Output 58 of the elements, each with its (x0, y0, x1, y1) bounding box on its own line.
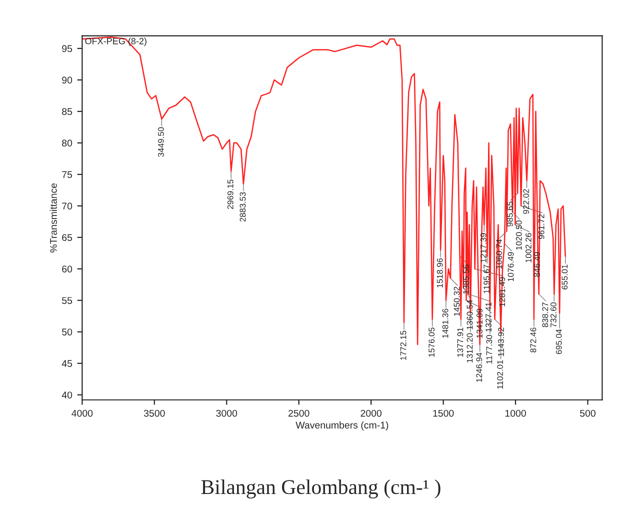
annotation: 655.01 (562, 264, 568, 290)
x-axis-title: Wavenumbers (cm-1) (296, 421, 388, 430)
y-tick-label: 90 (62, 76, 72, 84)
y-tick-label: 45 (62, 360, 72, 367)
annotation: 3449.50 (158, 127, 164, 157)
annotation: 1576.05 (428, 328, 435, 357)
y-tick-label: 95 (62, 45, 72, 52)
y-tick-label: 55 (62, 297, 72, 304)
annotation: 1102.01 (497, 360, 504, 389)
annotation: 872.46 (530, 328, 536, 352)
x-tick-label: 2000 (360, 410, 382, 417)
annotation: 1772.15 (400, 330, 406, 360)
annotation: 1360.54 (466, 300, 473, 330)
annotation: 2969.15 (227, 180, 234, 209)
annotation: 1341.09 (476, 308, 482, 338)
annotation: 1076.49 (508, 252, 514, 282)
annotation: 1195.67 (484, 264, 490, 294)
x-tick-label: 4000 (72, 410, 93, 417)
y-tick-label: 65 (62, 234, 72, 241)
annotation: 1217.39 (480, 233, 486, 262)
x-tick-label: 3000 (216, 410, 238, 417)
y-tick-label: 75 (62, 171, 72, 178)
annotation: 1481.36 (442, 308, 448, 338)
x-tick-label: 500 (580, 410, 596, 417)
annotation: 1327.41 (486, 302, 492, 332)
annotation: 1281.49 (499, 277, 506, 306)
x-tick-label: 1000 (505, 410, 526, 417)
annotation: 1002.26 (526, 233, 532, 262)
annotation: 2883.53 (240, 192, 246, 222)
annotation: 922.02 (523, 189, 530, 214)
x-tick-label: 1500 (433, 410, 454, 417)
annotation: 695.04 (556, 329, 562, 354)
annotation: OFX-PEG (8-2) (85, 38, 146, 46)
annotation: 985.65 (506, 202, 513, 226)
annotation: 1385.56 (463, 264, 470, 294)
y-tick-label: 50 (62, 328, 72, 336)
annotation: 1312.20 (466, 333, 473, 362)
y-tick-label: 60 (62, 266, 72, 272)
annotation: 1143.92 (498, 328, 504, 356)
annotation: 838.27 (542, 302, 548, 328)
annotation: 1377.91 (457, 328, 464, 357)
x-tick-label: 3500 (144, 410, 165, 417)
annotation: 1177.30 (486, 334, 492, 364)
annotation: 732.60 (550, 302, 556, 328)
annotation: 846.49 (534, 252, 540, 277)
y-tick-label: 70 (62, 202, 72, 210)
annotation: 961.72 (538, 214, 544, 239)
x-tick-label: 2500 (288, 410, 310, 417)
y-tick-label: 40 (62, 392, 72, 398)
y-tick-label: 85 (62, 108, 72, 116)
annotation: 1246.94 (476, 352, 482, 382)
annotation: 1450.32 (454, 286, 460, 316)
y-axis-title: %Transmittance (50, 183, 57, 252)
annotation: 1060.74 (496, 239, 502, 269)
annotation: 1020.50 (516, 220, 522, 250)
y-tick-label: 80 (62, 140, 72, 147)
text: Bilangan Gelombang (cm-¹ ) (201, 479, 440, 498)
annotation: 1518.96 (436, 258, 443, 288)
